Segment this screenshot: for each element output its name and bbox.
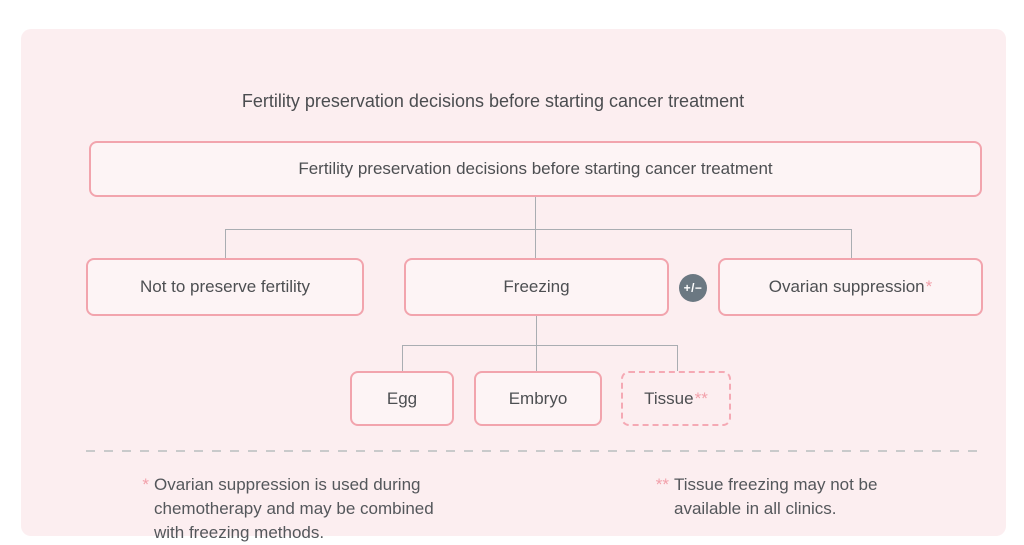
connector-drop-tissue: [677, 345, 678, 371]
connector-drop-ovarian: [851, 229, 852, 258]
footnote-1-text: Ovarian suppression is used during chemo…: [154, 475, 434, 542]
node-ovarian-label: Ovarian suppression: [768, 277, 925, 296]
node-egg: Egg: [350, 371, 454, 426]
footnote-divider: [86, 450, 984, 452]
node-freezing-label: Freezing: [503, 277, 570, 296]
connector-level2-horizontal: [402, 345, 677, 346]
ovarian-asterisk-marker: *: [925, 277, 933, 296]
node-root-label: Fertility preservation decisions before …: [298, 159, 773, 178]
diagram-title: Fertility preservation decisions before …: [241, 91, 745, 111]
connector-root-vertical: [535, 197, 536, 258]
plus-minus-badge: +/−: [679, 274, 707, 302]
node-not-preserve-fertility: Not to preserve fertility: [86, 258, 364, 316]
node-tissue-label: Tissue: [644, 388, 694, 408]
node-egg-label: Egg: [386, 388, 418, 408]
node-root: Fertility preservation decisions before …: [89, 141, 982, 197]
diagram-card: Fertility preservation decisions before …: [21, 29, 1006, 542]
node-not-preserve-label: Not to preserve fertility: [139, 277, 311, 296]
node-embryo-label: Embryo: [508, 388, 568, 408]
tissue-asterisk-marker: **: [694, 388, 708, 408]
connector-level1-horizontal: [225, 229, 851, 230]
connector-freezing-vertical: [536, 316, 537, 371]
footnote-tissue-freezing: ** Tissue freezing may not be available …: [624, 473, 878, 521]
footnote-2-text: Tissue freezing may not be available in …: [674, 475, 878, 518]
node-freezing: Freezing: [404, 258, 669, 316]
connector-drop-egg: [402, 345, 403, 371]
footnote-ovarian-suppression: * Ovarian suppression is used during che…: [125, 473, 434, 545]
footnote-2-marker: **: [655, 475, 669, 494]
connector-drop-not-preserve: [225, 229, 226, 258]
footnote-1-marker: *: [142, 475, 149, 494]
node-tissue: Tissue **: [621, 371, 731, 426]
plus-minus-label: +/−: [683, 281, 703, 295]
node-ovarian-suppression: Ovarian suppression *: [718, 258, 983, 316]
node-embryo: Embryo: [474, 371, 602, 426]
